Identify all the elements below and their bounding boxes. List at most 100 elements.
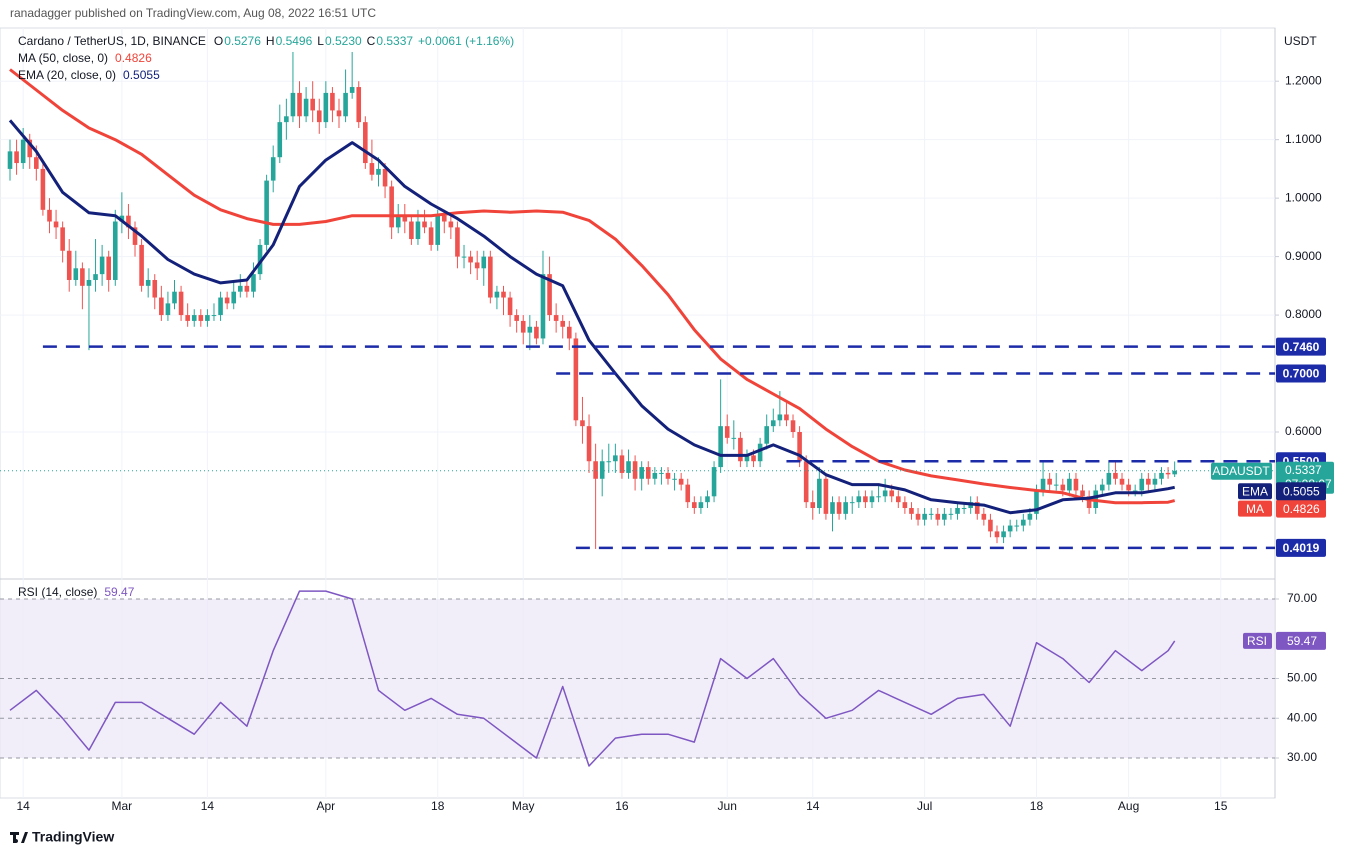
candle-body [343,92,348,117]
candle-body [626,461,631,473]
candle-body [810,502,816,509]
y-tick-label: 0.9000 [1285,249,1322,263]
y-tick-label: 1.1000 [1285,132,1322,146]
legend-text: Cardano / TetherUS, 1D, BINANCE [18,34,206,48]
candle-body [553,315,559,321]
candle-body [1001,531,1006,538]
indicator-value: 0.5055 [1283,484,1320,498]
candle-body [40,168,46,210]
candle-body [889,490,895,497]
candle-body [955,508,960,514]
candle-body [1040,478,1046,491]
legend-text: 59.47 [104,585,134,599]
candle-body [422,221,427,228]
candle-body [488,256,493,298]
publisher: ranadagger published on TradingView.com,… [10,6,376,20]
candle-body [652,472,658,479]
y-tick-label: 0.8000 [1285,307,1322,321]
candle-body [455,227,460,257]
candle-body [165,303,171,316]
candle-body [961,508,967,510]
candle-body [277,122,283,158]
candle-body [389,186,394,228]
candle-body [172,291,177,304]
x-tick-label: May [512,799,535,813]
rsi-badge-text: RSI [1247,634,1267,648]
candle-body [817,478,822,509]
candle-body [599,461,605,479]
candle-body [547,274,552,316]
legend-text: 0.5276 [224,34,261,48]
candle-body [724,426,730,438]
candle-body [106,256,111,280]
candle-body [159,297,164,316]
level-label-box [1276,364,1326,383]
legend-text: 0.4826 [115,51,152,65]
line-series [9,68,1176,505]
candle-body [251,274,256,292]
candle-body [1165,472,1171,475]
candle-body [540,274,546,339]
candle-body [198,315,204,321]
candle-body [1067,478,1072,491]
symbol-badge-text: ADAUSDT [1212,464,1270,478]
candle-body [303,98,309,117]
candle-body [205,315,210,321]
candle-body [409,221,414,240]
x-tick-label: Mar [112,799,133,813]
candle-body [659,472,664,474]
candle-body [1080,490,1085,497]
rsi-badge [1243,632,1272,649]
candle-body [99,256,105,275]
x-tick-label: 18 [1030,799,1044,813]
x-tick-label: 14 [16,799,30,813]
candle-body [632,461,638,479]
level-label: 0.4019 [1283,541,1320,555]
candle-body [685,484,691,503]
candle-body [231,291,237,304]
candle-body [1099,484,1105,491]
candle-body [751,455,756,462]
candle-body [1007,525,1013,532]
candle-body [606,461,612,463]
candle-body [994,531,1000,538]
indicator-badge [1238,483,1272,500]
x-tick-label: Jun [718,799,737,813]
candle-body [112,221,118,280]
candle-body [711,467,717,497]
candle-body [527,326,533,333]
legend-text: RSI (14, close) [18,585,97,599]
candle-body [80,268,85,286]
indicator-value: 0.4826 [1283,502,1320,516]
candle-body [1152,478,1158,485]
candle-body [428,227,434,245]
x-tick-label: 15 [1214,799,1228,813]
candle-body [1146,478,1151,485]
candle-body [639,467,644,479]
candle-body [310,98,315,111]
rsi-lines [9,590,1176,767]
candle-body [119,215,125,222]
candle-body [27,139,33,158]
candle-body [777,414,783,421]
candle-body [823,478,829,514]
candle-body [244,285,250,292]
candle-body [520,320,526,333]
candle-body [132,227,138,245]
x-tick-label: Aug [1118,799,1139,813]
level-label: 0.7000 [1283,367,1320,381]
candle-body [534,326,539,339]
level-label: 0.7460 [1283,340,1320,354]
candle-body [60,227,65,251]
candle-body [402,215,408,222]
candle-body [619,455,625,473]
candle-body [665,472,671,479]
legend-text: H [266,34,275,48]
candle-body [356,87,362,123]
candle-body [14,151,19,164]
candle-body [915,513,921,520]
candle-body [178,291,184,316]
candle-body [382,168,388,187]
candle-body [1027,513,1033,520]
